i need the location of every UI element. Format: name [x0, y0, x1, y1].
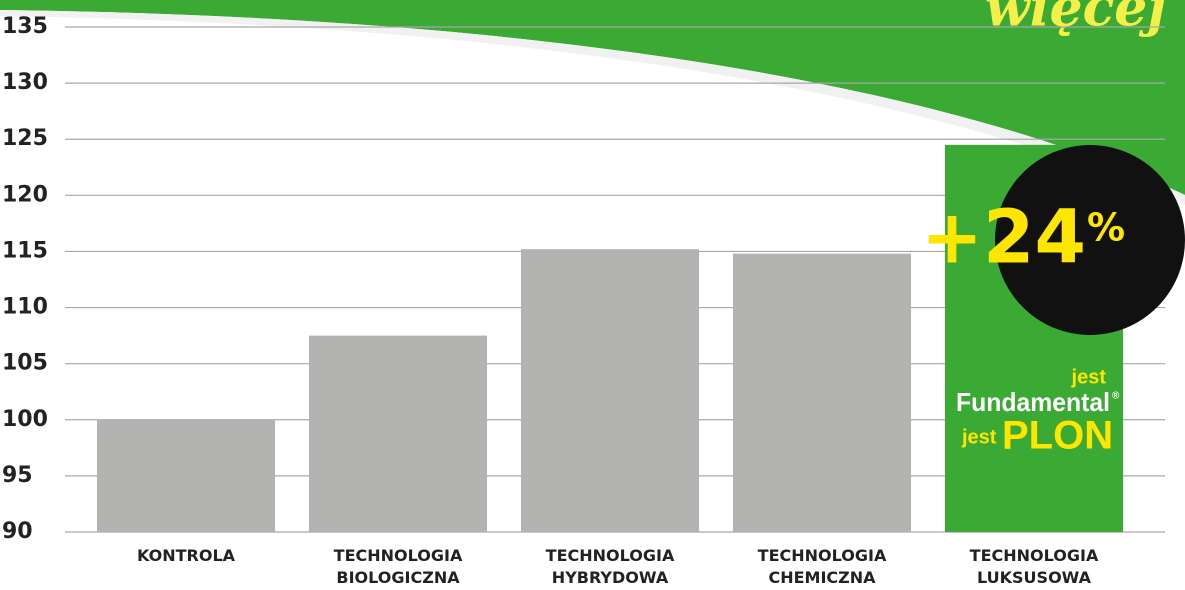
badge: +24 %	[921, 145, 1185, 335]
logo-mark: ®	[1112, 391, 1120, 402]
y-tick-label: 100	[2, 407, 48, 432]
y-tick-label: 120	[2, 182, 48, 207]
x-tick-label: TECHNOLOGIA CHEMICZNA	[757, 546, 887, 587]
y-tick-label: 130	[2, 70, 48, 95]
corner-text: więcej	[985, 0, 1166, 39]
logo-line3a: jest	[961, 426, 997, 448]
bar	[732, 253, 912, 532]
y-tick-label: 135	[2, 14, 48, 39]
swoosh-edge	[0, 10, 1185, 205]
x-tick-label: TECHNOLOGIA HYBRYDOWA	[545, 546, 675, 587]
swoosh	[0, 0, 1185, 195]
logo-line2: Fundamental	[956, 387, 1110, 417]
badge-main: +24	[921, 195, 1086, 281]
y-tick-label: 90	[2, 519, 33, 544]
logo-line1: jest	[1071, 366, 1107, 388]
badge-unit: %	[1087, 206, 1125, 250]
y-tick-label: 105	[2, 351, 48, 376]
badge-circle	[995, 145, 1185, 335]
y-tick-label: 115	[2, 238, 48, 263]
logo: jest Fundamental ® jest PLON	[956, 366, 1120, 457]
bar	[96, 419, 276, 532]
x-tick-label: TECHNOLOGIA LUKSUSOWA	[969, 546, 1099, 587]
y-tick-label: 110	[2, 295, 48, 320]
bar	[308, 335, 488, 532]
logo-line3b: PLON	[1002, 414, 1113, 458]
y-tick-label: 95	[2, 463, 33, 488]
x-tick-label: TECHNOLOGIA BIOLOGICZNA	[333, 546, 463, 587]
x-tick-label: KONTROLA	[136, 546, 236, 565]
bar	[520, 249, 700, 532]
y-tick-label: 125	[2, 126, 48, 151]
